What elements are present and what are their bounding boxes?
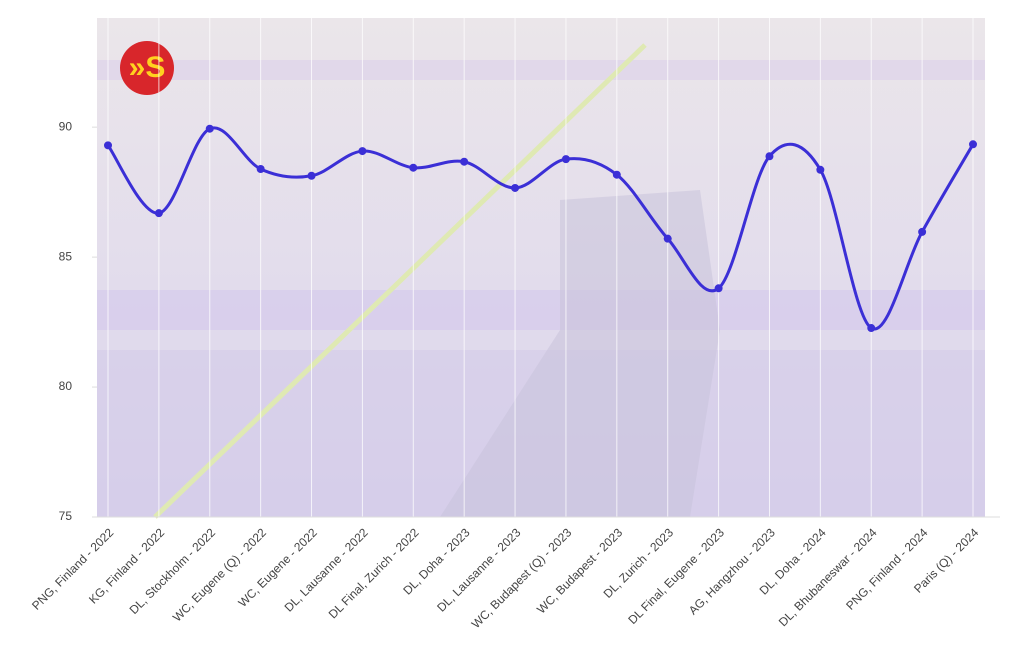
data-point — [409, 163, 418, 172]
x-tick-label: DL, Lausanne - 2022 — [282, 525, 371, 614]
athlete-silhouette — [440, 190, 720, 517]
data-point — [612, 170, 621, 179]
logo-circle — [120, 41, 174, 95]
x-tick-label: DL, Stockholm - 2022 — [127, 525, 219, 617]
x-tick-label: WC, Budapest - 2023 — [534, 525, 625, 616]
data-point — [867, 324, 876, 333]
logo: »S — [120, 41, 174, 95]
x-tick-label: PNG, Finland - 2022 — [29, 525, 116, 612]
y-tick-label: 80 — [59, 379, 73, 393]
data-point — [511, 183, 520, 192]
x-tick-label: WC, Budapest (Q) - 2023 — [469, 525, 575, 631]
x-tick-label: DL Final, Eugene - 2023 — [625, 525, 727, 627]
logo-text: »S — [129, 51, 166, 84]
data-point — [969, 140, 977, 149]
data-point — [205, 124, 214, 133]
data-point — [714, 284, 723, 293]
data-point — [358, 147, 367, 156]
data-point — [765, 152, 774, 161]
data-point — [816, 165, 825, 174]
y-tick-label: 75 — [59, 509, 73, 523]
x-tick-label: DL, Lausanne - 2023 — [434, 525, 523, 614]
y-tick-label: 90 — [59, 119, 73, 133]
data-line — [106, 126, 975, 331]
x-tick-label: DL Final, Zurich - 2022 — [326, 525, 422, 621]
data-point — [256, 164, 265, 173]
stadium-band — [97, 290, 985, 330]
x-tick-label: WC, Eugene (Q) - 2022 — [170, 525, 269, 624]
data-point — [561, 155, 570, 164]
data-point — [460, 157, 469, 166]
stadium-band — [97, 60, 985, 80]
data-point — [663, 234, 672, 243]
x-tick-label: DL, Bhubaneswar - 2024 — [776, 525, 880, 629]
javelin — [153, 43, 647, 519]
data-point — [154, 209, 163, 218]
data-point — [918, 227, 927, 236]
data-point — [104, 141, 112, 150]
y-tick-label: 85 — [59, 249, 73, 263]
x-tick-label: AG, Hangzhou - 2023 — [686, 525, 778, 617]
data-point — [307, 171, 316, 180]
